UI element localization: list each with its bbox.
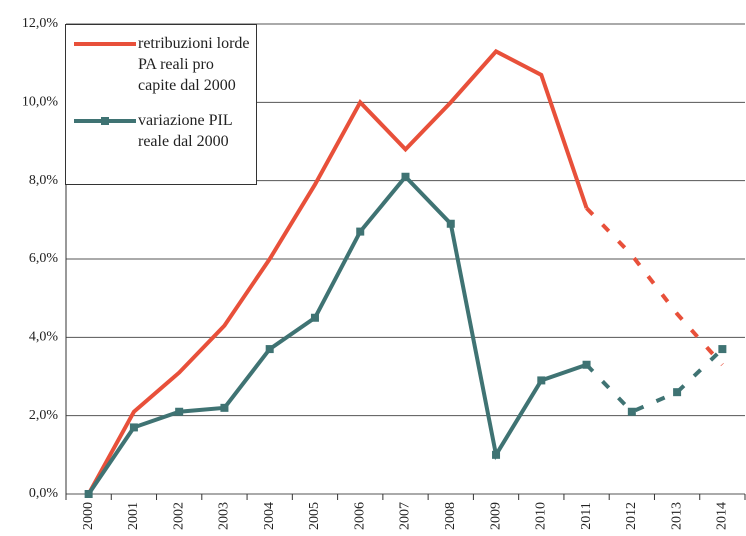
y-tick-label: 4,0% <box>29 330 59 345</box>
point <box>582 360 591 369</box>
legend-item: retribuzioni lorde PA reali pro capite d… <box>66 33 251 96</box>
series-line <box>86 48 589 495</box>
point <box>446 219 455 228</box>
legend-marker <box>101 117 109 125</box>
point <box>310 313 319 322</box>
x-tick-label: 2009 <box>488 502 503 530</box>
series-line <box>86 173 588 496</box>
point <box>673 388 682 397</box>
point <box>718 345 727 354</box>
x-tick-label: 2011 <box>579 502 594 529</box>
legend-label: retribuzioni lorde PA reali pro capite d… <box>138 35 250 94</box>
x-tick-label: 2003 <box>217 502 232 530</box>
point <box>356 227 365 236</box>
y-tick-label: 2,0% <box>29 408 59 423</box>
point <box>220 403 229 412</box>
point <box>537 376 546 385</box>
x-tick-label: 2010 <box>534 502 549 530</box>
point <box>627 407 636 416</box>
y-tick-label: 0,0% <box>29 486 59 501</box>
series-line-dashed <box>585 347 724 415</box>
x-tick-label: 2002 <box>171 502 186 530</box>
x-tick-label: 2008 <box>443 502 458 530</box>
y-tick-label: 6,0% <box>29 251 59 266</box>
x-tick-label: 2006 <box>352 502 367 530</box>
x-tick-label: 2004 <box>262 502 277 530</box>
point <box>265 345 274 354</box>
point <box>492 450 501 459</box>
x-tick-label: 2001 <box>126 502 141 530</box>
x-tick-label: 2014 <box>715 502 730 530</box>
point <box>129 423 138 432</box>
point <box>84 490 93 498</box>
x-tick-label: 2005 <box>307 502 322 530</box>
point <box>401 172 410 181</box>
x-tick-label: 2013 <box>669 502 684 530</box>
y-tick-label: 8,0% <box>29 173 59 188</box>
x-tick-label: 2012 <box>624 502 639 530</box>
y-tick-label: 12,0% <box>22 16 59 31</box>
legend: retribuzioni lorde PA reali pro capite d… <box>65 24 257 185</box>
x-tick-label: 2007 <box>398 502 413 530</box>
x-tick-label: 2000 <box>81 502 96 530</box>
y-tick-label: 10,0% <box>22 95 59 110</box>
series-line-dashed <box>585 206 724 367</box>
legend-item: variazione PIL reale dal 2000 <box>66 110 251 152</box>
point <box>175 407 184 416</box>
legend-label: variazione PIL reale dal 2000 <box>138 112 233 150</box>
legend-swatch <box>74 42 136 46</box>
